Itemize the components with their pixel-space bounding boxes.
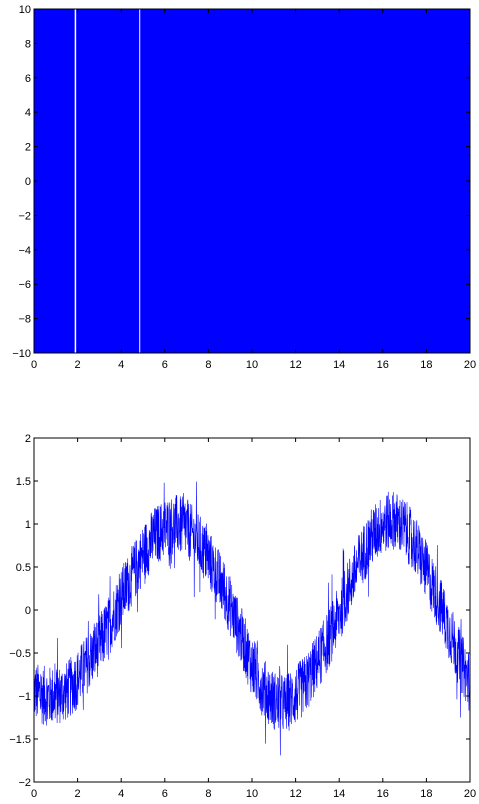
- y-tick-label: 10: [19, 4, 31, 16]
- x-tick-label: 10: [246, 788, 258, 800]
- y-tick-label: 2: [25, 142, 31, 154]
- x-tick-label: 18: [420, 788, 432, 800]
- x-tick-label: 8: [205, 359, 211, 371]
- y-tick-label: 0: [25, 605, 31, 617]
- dense-signal-fill: [34, 9, 470, 353]
- x-tick-label: 0: [31, 359, 37, 371]
- x-tick-label: 14: [333, 359, 345, 371]
- y-tick-label: −6: [18, 279, 31, 291]
- y-tick-label: 8: [25, 38, 31, 50]
- y-tick-label: 0: [25, 176, 31, 188]
- y-tick-label: −2: [18, 210, 31, 222]
- noisy-signal-line: [33, 481, 471, 756]
- x-tick-label: 16: [377, 788, 389, 800]
- x-tick-label: 2: [75, 359, 81, 371]
- y-tick-label: 0.5: [16, 562, 31, 574]
- bottom-chart-axes-frame: [33, 437, 471, 783]
- x-tick-label: 4: [118, 359, 124, 371]
- x-tick-label: 10: [246, 359, 258, 371]
- y-tick-label: −8: [18, 314, 31, 326]
- y-tick-label: 1.5: [16, 476, 31, 488]
- x-tick-label: 16: [377, 359, 389, 371]
- top-chart-data: [34, 9, 470, 353]
- x-tick-label: 4: [118, 788, 124, 800]
- x-tick-label: 20: [464, 788, 476, 800]
- x-tick-label: 18: [420, 359, 432, 371]
- x-tick-label: 0: [31, 788, 37, 800]
- y-tick-label: 4: [25, 107, 31, 119]
- bottom-chart: 0 2 4 6 8 10 12 14 16 18 20 −2 −1.5 −1 −0.5 0 0.5 1 1.5 2: [9, 433, 476, 800]
- y-tick-label: −4: [18, 245, 31, 257]
- y-tick-label: 6: [25, 73, 31, 85]
- bottom-chart-y-ticks: −2 −1.5 −1 −0.5 0 0.5 1 1.5 2: [9, 433, 470, 789]
- y-tick-label: 2: [25, 433, 31, 445]
- y-tick-label: 1: [25, 519, 31, 531]
- x-tick-label: 8: [205, 788, 211, 800]
- x-tick-label: 2: [75, 788, 81, 800]
- y-tick-label: −2: [18, 777, 31, 789]
- top-chart: 0 2 4 6 8 10 12 14 16 18 20 −10 −8 −6 −4 −2 0 2 4 6 8 10: [12, 4, 476, 371]
- y-tick-label: −1: [18, 691, 31, 703]
- top-chart-x-ticks: 0 2 4 6 8 10 12 14 16 18 20: [31, 9, 476, 371]
- y-tick-label: −10: [12, 348, 31, 360]
- y-tick-label: −0.5: [9, 648, 31, 660]
- top-chart-y-ticks: −10 −8 −6 −4 −2 0 2 4 6 8 10: [12, 4, 470, 360]
- bottom-chart-data: [33, 481, 471, 756]
- x-tick-label: 12: [289, 359, 301, 371]
- x-tick-label: 6: [162, 788, 168, 800]
- x-tick-label: 12: [289, 788, 301, 800]
- y-tick-label: −1.5: [9, 734, 31, 746]
- x-tick-label: 20: [464, 359, 476, 371]
- x-tick-label: 6: [162, 359, 168, 371]
- bottom-chart-x-ticks: 0 2 4 6 8 10 12 14 16 18 20: [31, 438, 476, 800]
- x-tick-label: 14: [333, 788, 345, 800]
